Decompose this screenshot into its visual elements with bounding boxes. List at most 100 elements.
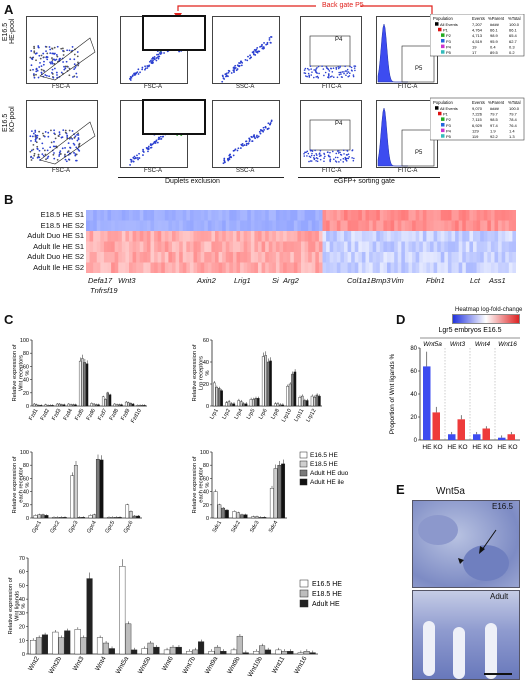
heatmap-cell xyxy=(401,262,406,273)
bar xyxy=(301,395,304,407)
scatter-point xyxy=(141,68,144,71)
heatmap-cell xyxy=(111,262,116,273)
heatmap-cell xyxy=(157,241,162,252)
heatmap-cell xyxy=(498,262,503,273)
heatmap-cell xyxy=(473,210,477,221)
x-tick-label: Wnt16 xyxy=(293,655,309,675)
heatmap-cell xyxy=(293,252,298,263)
scatter-point xyxy=(317,77,320,79)
scatter-point xyxy=(352,74,355,76)
heatmap-cell xyxy=(200,262,205,273)
bar xyxy=(60,404,63,407)
scatter-point xyxy=(71,138,74,140)
scatter-point xyxy=(53,132,56,135)
heatmap-cell xyxy=(336,262,341,273)
heatmap-cell xyxy=(351,262,356,273)
heatmap-cell xyxy=(268,231,273,242)
y-axis-label: % xyxy=(25,370,31,375)
x-tick-label: Fzd4 xyxy=(63,408,74,422)
scatter-point xyxy=(318,155,321,157)
scatter-point xyxy=(307,152,310,155)
scatter-point xyxy=(233,68,236,70)
heatmap-cell xyxy=(397,231,402,242)
heatmap-cell xyxy=(111,252,116,263)
population-swatch xyxy=(435,22,439,26)
bar xyxy=(106,517,111,519)
heatmap-cell xyxy=(455,220,460,231)
scatter-point xyxy=(315,154,318,156)
bar xyxy=(110,517,115,519)
scatter-point xyxy=(353,157,355,160)
heatmap-cell xyxy=(229,241,234,252)
scatter-point xyxy=(59,153,62,155)
x-tick-label: HE KO xyxy=(472,444,492,451)
bar xyxy=(192,649,199,655)
heatmap-cell xyxy=(154,252,159,263)
heatmap-cell xyxy=(494,210,499,221)
heatmap-cell xyxy=(254,220,259,231)
scatter-point xyxy=(323,74,325,77)
scatter-point xyxy=(76,76,78,78)
heatmap-cell xyxy=(308,220,313,231)
heatmap-legend-title: Heatmap log-fold-change xyxy=(455,307,523,313)
heatmap-row-label: E18.5 HE S2 xyxy=(40,220,84,230)
heatmap-cell xyxy=(326,241,331,252)
heatmap-cell xyxy=(351,220,356,231)
scatter-point xyxy=(256,51,259,54)
y-axis-label: Relative expression of xyxy=(12,344,18,401)
population-events: 7,207 xyxy=(472,22,483,27)
heatmap-cell xyxy=(258,262,262,273)
gene-label: Vim xyxy=(391,276,404,285)
scatter-point xyxy=(227,71,230,74)
bar xyxy=(254,516,259,519)
heatmap-cell xyxy=(462,210,467,221)
heatmap-cell xyxy=(426,241,431,252)
heatmap-cell xyxy=(361,210,366,221)
heatmap-cell xyxy=(347,210,352,221)
scatter-point xyxy=(76,139,79,142)
heatmap-cell xyxy=(415,210,420,221)
y-tick-label: 60 xyxy=(203,338,209,344)
heatmap-cell xyxy=(304,252,309,263)
heatmap-cell xyxy=(465,220,470,231)
heatmap-cell xyxy=(132,241,137,252)
heatmap-cell xyxy=(315,220,320,231)
population-parent: #### xyxy=(490,106,500,111)
bar xyxy=(252,399,255,407)
legend-label: Adult HE xyxy=(312,601,340,608)
heatmap-cell xyxy=(304,220,309,231)
y-tick-label: 0 xyxy=(22,652,25,658)
scatter-point xyxy=(347,157,350,160)
heatmap-cell xyxy=(258,241,262,252)
heatmap-cell xyxy=(458,231,463,242)
bar xyxy=(287,651,294,655)
heatmap-cell xyxy=(179,220,184,231)
bar xyxy=(62,404,66,407)
scatter-point xyxy=(308,76,311,78)
scatter-point xyxy=(342,149,345,152)
y-axis-label: Lrp receptors xyxy=(199,356,205,390)
bar xyxy=(498,437,506,440)
heatmap-cell xyxy=(286,220,291,231)
scatter-point xyxy=(313,154,316,157)
scatter-point xyxy=(267,122,270,125)
heatmap-cell xyxy=(422,241,427,252)
bar xyxy=(269,360,272,407)
scatter-point xyxy=(141,66,144,69)
heatmap-cell xyxy=(379,231,384,242)
heatmap-cell xyxy=(243,231,248,242)
heatmap-cell xyxy=(283,210,288,221)
population-total: 62.7 xyxy=(509,39,518,44)
scatter-point xyxy=(53,157,56,160)
scatter-point xyxy=(327,67,329,70)
scatter-point xyxy=(69,58,72,61)
population-events: 4,519 xyxy=(472,39,483,44)
heatmap-cell xyxy=(401,252,406,263)
x-tick-label: Gpc1 xyxy=(31,520,43,534)
scatter-point xyxy=(350,69,353,71)
scatter-point xyxy=(310,160,313,162)
population-parent: 92.2 xyxy=(490,134,499,139)
scatter-point xyxy=(32,132,35,135)
scatter-point xyxy=(46,58,49,61)
heatmap-cell xyxy=(146,262,151,273)
